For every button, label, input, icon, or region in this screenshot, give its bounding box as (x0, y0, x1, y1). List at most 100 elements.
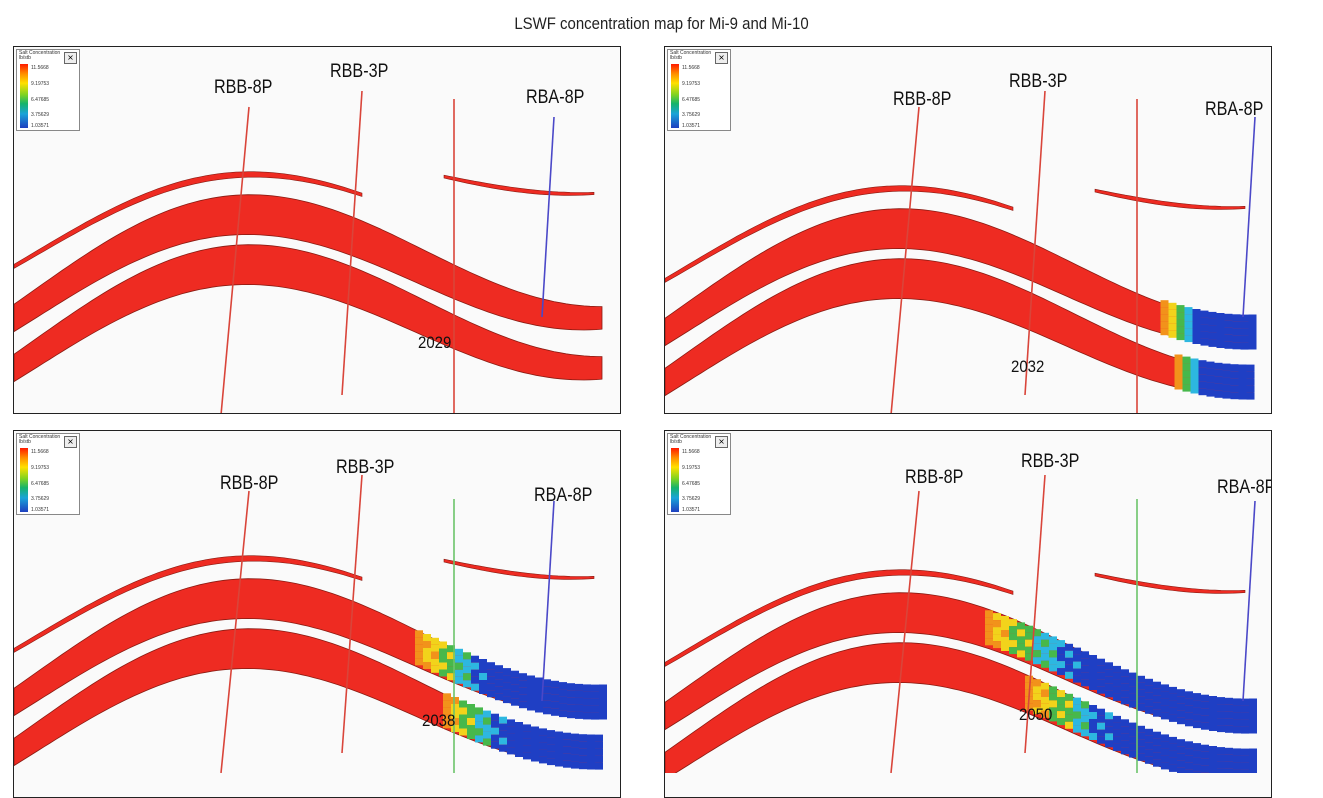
concentration-cell (1121, 697, 1129, 704)
concentration-cell (1081, 672, 1089, 679)
concentration-cell (1057, 654, 1065, 661)
concentration-cell (515, 722, 523, 729)
concentration-cell (1185, 691, 1193, 698)
concentration-cell (1209, 767, 1217, 773)
concentration-cell (1193, 330, 1201, 337)
concentration-cell (583, 691, 591, 698)
close-icon[interactable]: × (715, 436, 728, 448)
concentration-cell (1009, 619, 1017, 626)
concentration-cell (1057, 711, 1065, 718)
concentration-cell (1097, 730, 1105, 737)
concentration-cell (1105, 733, 1113, 740)
concentration-cell (439, 670, 447, 677)
color-scale-bar (20, 448, 28, 512)
concentration-cell (1225, 762, 1233, 769)
concentration-cell (1001, 637, 1009, 644)
concentration-cell (1017, 622, 1025, 629)
concentration-cell (1239, 365, 1247, 372)
concentration-cell (571, 741, 579, 748)
concentration-cell (1145, 743, 1153, 750)
concentration-cell (1113, 680, 1121, 687)
concentration-cell (1145, 693, 1153, 700)
concentration-cell (1169, 331, 1177, 338)
concentration-cell (993, 613, 1001, 620)
concentration-cell (1231, 378, 1239, 385)
legend-tick: 11.5668 (31, 65, 49, 71)
concentration-cell (491, 721, 499, 728)
legend-title: Salt Concentration lb/stb (670, 51, 716, 61)
concentration-cell (1225, 712, 1233, 719)
concentration-cell (1185, 698, 1193, 705)
concentration-cell (1249, 763, 1257, 770)
concentration-cell (527, 704, 535, 711)
concentration-cell (1231, 385, 1239, 392)
legend-tick: 3.75629 (31, 496, 49, 502)
concentration-cell (1201, 759, 1209, 766)
concentration-cell (515, 729, 523, 736)
concentration-cell (993, 634, 1001, 641)
concentration-cell (1207, 369, 1215, 376)
concentration-cell (471, 656, 479, 663)
concentration-cell (491, 714, 499, 721)
concentration-cell (1001, 623, 1009, 630)
concentration-cell (439, 649, 447, 656)
concentration-cell (1153, 710, 1161, 717)
concentration-cell (1233, 748, 1241, 755)
concentration-cell (531, 734, 539, 741)
concentration-cell (487, 662, 495, 669)
close-icon[interactable]: × (715, 52, 728, 64)
concentration-cell (1249, 727, 1257, 734)
concentration-cell (571, 762, 579, 769)
concentration-cell (515, 750, 523, 757)
concentration-cell (1207, 376, 1215, 383)
concentration-cell (1081, 665, 1089, 672)
concentration-cell (1113, 737, 1121, 744)
year-label: 2050 (1019, 705, 1052, 725)
concentration-cell (1097, 680, 1105, 687)
concentration-cell (503, 689, 511, 696)
concentration-cell (579, 755, 587, 762)
concentration-cell (1137, 690, 1145, 697)
concentration-cell (511, 671, 519, 678)
concentration-cell (1209, 312, 1217, 319)
concentration-cell (1121, 676, 1129, 683)
concentration-cell (1249, 749, 1257, 756)
concentration-cell (1177, 746, 1185, 753)
concentration-cell (1225, 755, 1233, 762)
concentration-cell (583, 705, 591, 712)
concentration-cell (1049, 664, 1057, 671)
concentration-cell (1175, 362, 1183, 369)
concentration-cell (1137, 683, 1145, 690)
concentration-cell (499, 717, 507, 724)
concentration-cell (1185, 321, 1193, 328)
concentration-cell (431, 666, 439, 673)
concentration-cell (431, 645, 439, 652)
concentration-cell (1201, 332, 1209, 339)
concentration-cell (431, 652, 439, 659)
concentration-cell (1161, 321, 1169, 328)
concentration-cell (1201, 766, 1209, 773)
concentration-cell (551, 702, 559, 709)
close-icon[interactable]: × (64, 52, 77, 64)
concentration-cell (563, 733, 571, 740)
close-icon[interactable]: × (64, 436, 77, 448)
concentration-cell (1193, 743, 1201, 750)
concentration-cell (471, 677, 479, 684)
concentration-cell (483, 732, 491, 739)
concentration-cell (1191, 359, 1199, 366)
concentration-cell (595, 749, 603, 756)
concentration-cell (551, 695, 559, 702)
concentration-cell (1073, 648, 1081, 655)
concentration-cell (519, 673, 527, 680)
legend-tick: 3.75629 (31, 112, 49, 118)
concentration-cell (503, 696, 511, 703)
concentration-cell (1129, 737, 1137, 744)
concentration-cell (547, 758, 555, 765)
concentration-cell (1177, 753, 1185, 760)
concentration-cell (1233, 719, 1241, 726)
concentration-cell (1137, 726, 1145, 733)
concentration-cell (1249, 756, 1257, 763)
concentration-cell (1145, 729, 1153, 736)
year-label: 2029 (418, 333, 451, 353)
concentration-cell (1041, 654, 1049, 661)
